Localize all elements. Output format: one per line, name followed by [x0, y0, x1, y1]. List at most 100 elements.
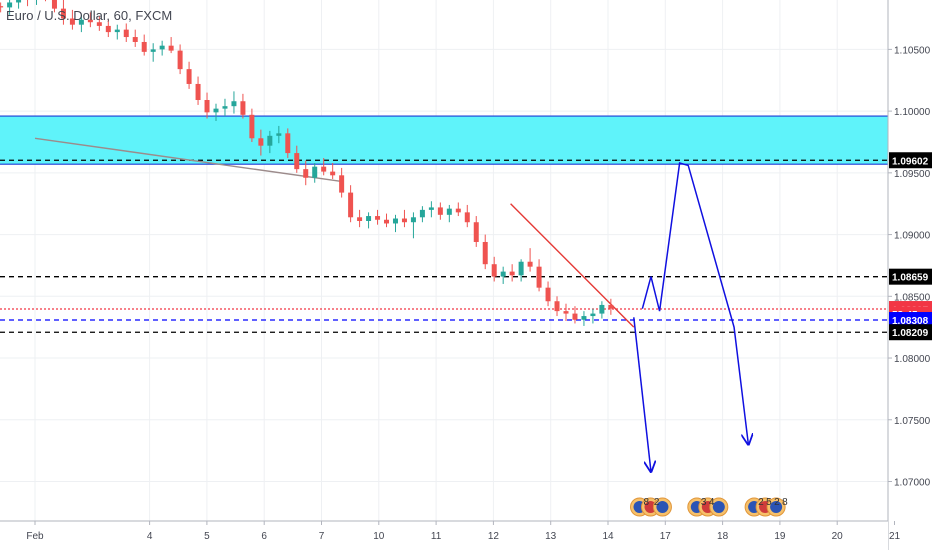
- candle-body: [500, 271, 506, 277]
- candle-body: [428, 207, 434, 210]
- time-tick-label: 4: [147, 531, 153, 542]
- candles: [0, 0, 614, 326]
- time-tick-label: 12: [488, 531, 500, 542]
- event-label: 8: [644, 497, 650, 508]
- candle-body: [321, 166, 327, 172]
- event-label: 8: [782, 497, 788, 508]
- event-label: 5: [766, 497, 772, 508]
- candle-body: [267, 135, 273, 146]
- resistance-zone: [0, 115, 888, 165]
- candle-body: [186, 69, 192, 84]
- candle-body: [527, 261, 533, 267]
- price-tag-label: 1.08659: [892, 273, 929, 284]
- price-tick-label: 1.07500: [894, 416, 931, 427]
- time-tick-label: 20: [832, 531, 844, 542]
- candle-body: [392, 218, 398, 224]
- candle-body: [339, 175, 345, 193]
- zone-rect: [0, 116, 888, 165]
- candle-body: [294, 153, 300, 170]
- candle-body: [437, 207, 443, 215]
- time-tick-label: 13: [545, 531, 557, 542]
- candle-body: [312, 166, 318, 178]
- price-tag-label: 1.09602: [892, 156, 929, 167]
- event-label: 2: [654, 497, 660, 508]
- price-tag: [889, 324, 932, 341]
- time-axis[interactable]: Feb 4 5 6 7 10 11 12 13 14 17 18 19 20 21: [0, 520, 901, 550]
- candle-body: [195, 83, 201, 101]
- candle-body: [563, 311, 569, 314]
- candle-body: [177, 50, 183, 70]
- price-tag: [889, 152, 932, 169]
- time-tick-label: 11: [431, 531, 442, 542]
- candle-body: [159, 45, 165, 50]
- candle-body: [114, 29, 120, 33]
- projection-path: [633, 317, 651, 471]
- time-tick-label: 21: [889, 531, 901, 542]
- grid: [0, 0, 895, 521]
- price-tick-label: 1.08000: [894, 354, 931, 365]
- candle-body: [168, 45, 174, 51]
- candle-body: [69, 18, 75, 25]
- candle-body: [105, 25, 111, 33]
- horizontal-lines: [0, 159, 888, 333]
- candle-body: [518, 261, 524, 276]
- time-tick-label: 17: [660, 531, 672, 542]
- price-axis[interactable]: 1.07000 1.07500 1.08000 1.08500 1.09000 1.095…: [887, 0, 932, 550]
- candle-body: [258, 138, 264, 146]
- candle-body: [581, 316, 587, 320]
- time-tick-label: 10: [373, 531, 385, 542]
- candle-body: [123, 29, 129, 38]
- trendline: [34, 137, 342, 183]
- time-tick-label: 19: [774, 531, 786, 542]
- candle-body: [213, 108, 219, 113]
- price-tag-label: 1.08209: [892, 328, 929, 339]
- candle-body: [410, 217, 416, 223]
- price-tick-label: 1.08500: [894, 292, 931, 303]
- time-tick-label: 18: [717, 531, 729, 542]
- projection-path: [641, 162, 748, 444]
- candle-body: [572, 313, 578, 320]
- candle-body: [473, 222, 479, 242]
- candle-body: [455, 208, 461, 213]
- candle-body: [240, 101, 246, 115]
- candle-body: [7, 2, 13, 8]
- candle-body: [401, 218, 407, 223]
- candle-body: [330, 171, 336, 176]
- event-label: 2: [758, 497, 764, 508]
- event-label: 3: [701, 497, 707, 508]
- candle-body: [375, 216, 381, 220]
- candle-body: [482, 241, 488, 265]
- time-axis-bg: [0, 521, 888, 550]
- price-tag: [889, 268, 932, 285]
- candle-body: [509, 271, 515, 276]
- candle-body: [51, 0, 57, 9]
- time-tick-label: Feb: [26, 531, 44, 542]
- candle-body: [366, 216, 372, 221]
- candle-body: [276, 133, 282, 136]
- candle-body: [132, 37, 138, 42]
- symbol-title: Euro / U.S. Dollar, 60, FXCM: [6, 8, 173, 23]
- candle-body: [0, 6, 4, 8]
- event-flag-icon: [712, 501, 725, 513]
- candle-body: [60, 8, 66, 19]
- event-flag-icon: [770, 501, 783, 513]
- price-tick-label: 1.07000: [894, 477, 931, 488]
- candle-body: [419, 209, 425, 218]
- price-tag: [889, 312, 932, 329]
- candle-body: [303, 169, 309, 178]
- candle-body: [599, 304, 605, 314]
- candle-body: [141, 41, 147, 52]
- price-tick-label: 1.10500: [894, 45, 931, 56]
- candle-body: [222, 106, 228, 109]
- candle-body: [87, 19, 93, 23]
- candle-body: [150, 49, 156, 52]
- time-tick-label: 6: [261, 531, 267, 542]
- event-markers: 8 3 4 2 5 2 82: [630, 497, 788, 517]
- candle-body: [384, 219, 390, 224]
- candle-body: [491, 264, 497, 277]
- event-flag-icon: [656, 501, 669, 513]
- trendlines: [34, 137, 635, 328]
- event-label: 4: [709, 497, 715, 508]
